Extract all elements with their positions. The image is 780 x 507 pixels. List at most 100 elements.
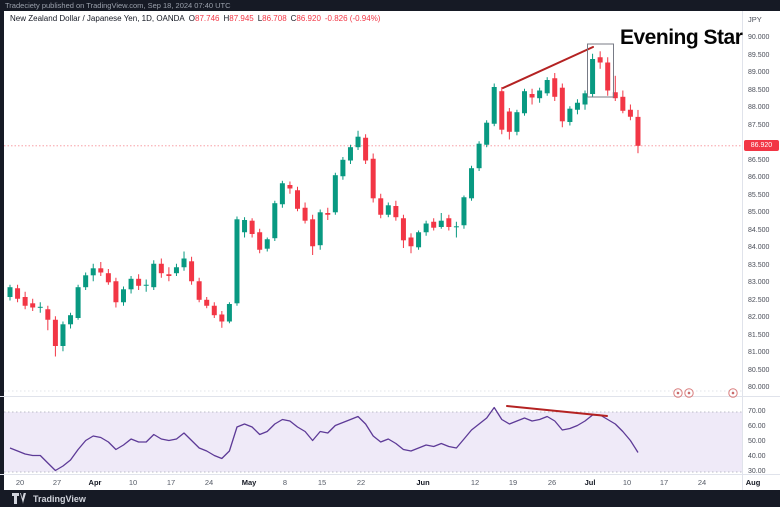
circle-marker-icon[interactable]	[684, 388, 694, 398]
price-tick-label: 85.500	[748, 191, 770, 199]
candle	[491, 83, 497, 127]
time-tick-label: 24	[697, 478, 707, 487]
time-tick-label: 17	[166, 478, 176, 487]
time-tick-label: 10	[128, 478, 138, 487]
candle	[544, 77, 550, 96]
price-tick-label: 82.500	[748, 296, 770, 304]
candle	[68, 312, 74, 329]
rsi-tick-label: 70.00	[748, 408, 766, 415]
candle	[469, 165, 475, 201]
time-tick-label: Aug	[745, 478, 761, 487]
candle	[476, 141, 482, 171]
candle	[446, 214, 452, 231]
price-change: -0.826 (-0.94%)	[324, 14, 381, 23]
time-tick-label: 15	[317, 478, 327, 487]
symbol-legend: New Zealand Dollar / Japanese Yen, 1D, O…	[10, 14, 380, 23]
candle	[332, 172, 338, 215]
candle	[574, 99, 580, 115]
candle	[605, 57, 611, 96]
price-tick-label: 88.500	[748, 86, 770, 94]
candle	[181, 251, 187, 271]
candle	[612, 75, 618, 101]
candle	[416, 230, 422, 250]
candle	[521, 88, 527, 116]
price-tick-label: 84.000	[748, 244, 770, 251]
rsi-tick-label: 30.00	[748, 468, 766, 475]
candle	[136, 274, 142, 290]
price-trendline	[502, 46, 594, 89]
price-tick-label: 86.500	[748, 156, 770, 164]
candle	[166, 267, 172, 282]
rsi-line	[9, 406, 639, 472]
time-tick-label: 22	[356, 478, 366, 487]
ohlc-L: L86.708	[257, 14, 287, 23]
candle	[211, 302, 217, 318]
price-tick-label: 90.000	[748, 34, 770, 41]
candle	[52, 316, 58, 357]
price-tick-label: 86.000	[748, 174, 770, 181]
rsi-tick-label: 50.00	[748, 438, 766, 445]
candle	[559, 83, 565, 128]
time-tick-label: 12	[470, 478, 480, 487]
ohlc-C: C86.920	[290, 14, 321, 23]
price-tick-label: 83.500	[748, 261, 770, 269]
last-price-badge: 86.920	[744, 140, 779, 152]
candle	[75, 284, 81, 320]
time-tick-label: 10	[622, 478, 632, 487]
time-tick-label: 17	[659, 478, 669, 487]
candle	[310, 214, 316, 255]
circle-marker-icon[interactable]	[673, 388, 683, 398]
candle	[620, 90, 626, 114]
time-tick-label: 19	[508, 478, 518, 487]
candle	[226, 302, 232, 324]
time-tick-label: 8	[282, 478, 288, 487]
candle	[204, 297, 210, 309]
candle	[287, 181, 293, 194]
candle	[506, 108, 512, 140]
candle	[22, 291, 28, 310]
price-tick-label: 81.500	[748, 331, 770, 339]
candle	[627, 104, 633, 121]
candle	[537, 87, 543, 103]
candle	[173, 263, 179, 276]
candle	[257, 228, 263, 254]
tradingview-brand[interactable]: TradingView	[33, 493, 86, 504]
symbol-title: New Zealand Dollar / Japanese Yen, 1D, O…	[10, 14, 185, 23]
time-tick-label: May	[241, 478, 257, 487]
price-tick-label: 80.000	[748, 384, 770, 391]
time-axis: 20 27 Apr 10 17 24 May 8 15 22 Jun 12 19 26 Jul 10 17 24 A…	[0, 475, 760, 490]
candle	[484, 120, 490, 148]
axis-currency-label: JPY	[748, 15, 762, 24]
candle	[582, 90, 588, 110]
time-tick-label: 20	[15, 478, 25, 487]
time-tick-label: 27	[52, 478, 62, 487]
price-axis: JPY 90.000 89.500 89.000 88.500 88.000 87.500…	[743, 11, 780, 490]
circle-marker-icon[interactable]	[728, 388, 738, 398]
candle	[567, 106, 573, 126]
candle	[242, 217, 248, 238]
price-tick-label: 83.000	[748, 279, 770, 286]
ohlc-H: H87.945	[223, 14, 254, 23]
candle	[370, 153, 376, 203]
evening-star-annotation: Evening Star	[620, 26, 743, 49]
candle	[363, 134, 369, 164]
rsi-trendline	[506, 405, 608, 417]
price-tick-label: 89.000	[748, 69, 770, 76]
ohlc-O: O87.746	[188, 14, 220, 23]
candle	[438, 213, 444, 229]
candle	[325, 207, 331, 220]
candle	[264, 237, 270, 252]
price-tick-label: 80.500	[748, 366, 770, 374]
candle	[279, 180, 285, 208]
evening-star-box	[587, 43, 614, 98]
attribution-text: Tradeciety published on TradingView.com,…	[5, 1, 231, 10]
candle	[83, 272, 89, 290]
candle	[90, 263, 96, 282]
candle	[431, 218, 437, 231]
rsi-tick-label: 40.00	[748, 453, 766, 460]
candle	[385, 202, 391, 218]
price-tick-label: 89.500	[748, 51, 770, 59]
candle	[400, 214, 406, 248]
candle	[393, 200, 399, 221]
candle	[597, 51, 603, 69]
